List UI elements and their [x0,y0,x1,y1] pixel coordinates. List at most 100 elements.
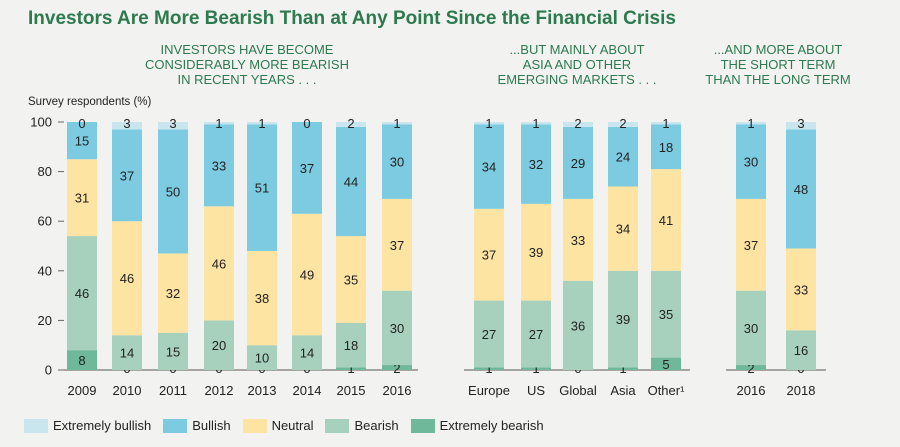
data-label: 30 [390,321,404,336]
data-label: 2 [619,116,626,131]
data-label: 39 [616,312,630,327]
bar-segment-bullish [563,126,593,199]
data-label: 1 [485,361,492,376]
bar-segment-neutral [563,198,593,281]
bar-segment-bullish [382,124,412,199]
bar-segment-extremely-bullish [158,122,188,130]
legend-swatch [24,418,48,433]
bar-segment-extremely-bullish [382,122,412,125]
bar-segment-bullish [521,124,551,204]
bar-segment-neutral [786,248,816,331]
bar-segment-bullish [292,122,322,214]
legend-label: Extremely bearish [439,418,544,433]
data-label: 2 [347,116,354,131]
chart-title: Investors Are More Bearish Than at Any P… [28,8,676,29]
bar-segment-bearish [382,290,412,366]
bar-segment-bullish [736,124,766,199]
data-label: 51 [255,181,269,196]
bar-segment-bearish [247,345,277,370]
data-label: 30 [744,155,758,170]
data-label: 1 [662,116,669,131]
y-tick-label: 0 [45,363,52,378]
data-label: 37 [482,248,496,263]
data-label: 27 [482,327,496,342]
data-label: 3 [123,116,130,131]
x-tick-label: Europe [468,383,510,398]
data-label: 16 [794,343,808,358]
data-label: 31 [75,191,89,206]
bar-segment-extremely-bullish [336,122,366,127]
bar-segment-extremely-bearish [382,365,412,370]
data-label: 49 [300,268,314,283]
data-label: 32 [529,157,543,172]
y-tick-label: 100 [30,115,52,130]
data-label: 48 [794,182,808,197]
x-tick-label: US [527,383,545,398]
bar-segment-extremely-bullish [608,122,638,127]
data-label: 5 [662,357,669,372]
x-tick-label: 2012 [205,383,234,398]
x-tick-label: 2009 [68,383,97,398]
bar-segment-neutral [382,198,412,291]
x-tick-label: 2016 [737,383,766,398]
data-label: 15 [166,344,180,359]
bar-segment-bullish [158,129,188,254]
bar-segment-bearish [204,320,234,370]
bar-segment-extremely-bullish [204,122,234,125]
bar-segment-bearish [474,300,504,368]
bar-segment-bearish [158,332,188,370]
data-label: 37 [744,238,758,253]
bar-segment-extremely-bullish [786,122,816,130]
data-label: 33 [571,233,585,248]
legend-swatch [163,418,188,433]
data-label: 0 [78,116,85,131]
bar-segment-extremely-bearish [608,367,638,370]
data-label: 1 [532,116,539,131]
bar-segment-neutral [247,250,277,346]
bar-segment-extremely-bearish [67,350,97,370]
data-label: 1 [747,116,754,131]
bar-segment-bearish [292,335,322,370]
bar-segment-neutral [608,186,638,271]
x-tick-label: 2016 [383,383,412,398]
bar-segment-extremely-bearish [736,365,766,370]
subtitle-trend: INVESTORS HAVE BECOME CONSIDERABLY MORE B… [145,42,349,87]
data-label: 41 [659,213,673,228]
subtitle-term: ...AND MORE ABOUT THE SHORT TERM THAN THE … [705,42,851,87]
bar-segment-bearish [651,270,681,358]
x-tick-label: 2015 [337,383,366,398]
x-tick-label: 2014 [293,383,322,398]
bar-segment-bearish [521,300,551,368]
data-label: 30 [744,321,758,336]
bar-segment-extremely-bullish [736,122,766,125]
bar-segment-bullish [247,124,277,251]
bar-segment-bullish [608,126,638,187]
legend-label: Extremely bullish [53,418,152,433]
legend-label: Neutral [271,418,314,433]
bar-segment-neutral [651,169,681,271]
bar-segment-neutral [736,198,766,291]
legend-label: Bearish [354,418,399,433]
legend: Extremely bullish Bullish Neutral Bearish Ex… [24,418,556,433]
bar-segment-extremely-bullish [247,122,277,125]
data-label: 15 [75,134,89,149]
bar-segment-neutral [112,221,142,336]
x-tick-label: 2011 [159,383,187,398]
bar-segment-neutral [204,206,234,321]
x-tick-label: 2018 [787,383,816,398]
data-label: 1 [393,116,400,131]
data-label: 46 [75,286,89,301]
data-label: 50 [166,184,180,199]
data-label: 2 [574,116,581,131]
data-label: 20 [212,338,226,353]
data-label: 36 [571,318,585,333]
legend-swatch [325,418,350,433]
data-label: 34 [616,222,630,237]
data-label: 35 [659,307,673,322]
data-label: 14 [120,346,134,361]
data-label: 14 [300,346,314,361]
y-tick-label: 40 [38,263,52,278]
bar-segment-bearish [67,236,97,351]
bar-segment-bullish [786,129,816,249]
bar-segment-neutral [158,253,188,333]
